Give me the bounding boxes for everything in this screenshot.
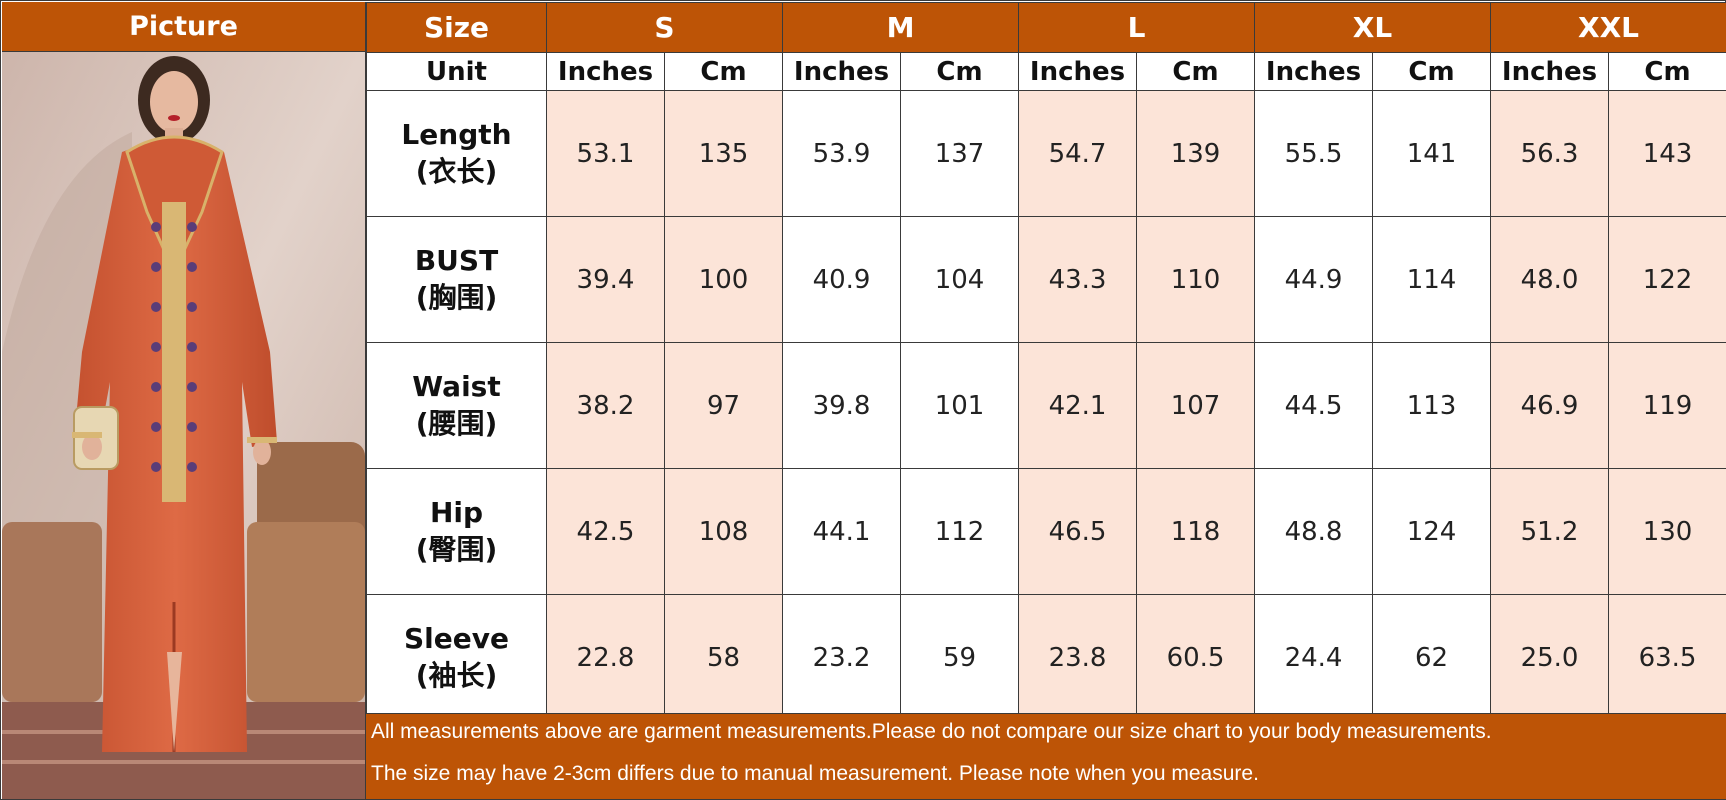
size-l-header: L	[1018, 2, 1256, 53]
row-label-cn: (胸围)	[415, 280, 498, 314]
unit-inches: Inches	[1254, 52, 1374, 91]
value-cell: 24.4	[1254, 594, 1374, 721]
value-cell: 58	[663, 594, 784, 721]
value-cell: 104	[900, 216, 1020, 343]
embellishment	[162, 202, 186, 502]
value-cell: 39.8	[782, 342, 902, 469]
value-cell: 97	[663, 342, 784, 469]
row-label-en: BUST	[414, 244, 499, 278]
value-cell: 122	[1608, 216, 1726, 343]
value-cell: 59	[900, 594, 1020, 721]
value-cell: 62	[1372, 594, 1492, 721]
value-cell: 63.5	[1608, 594, 1726, 721]
value-cell: 130	[1608, 468, 1726, 595]
value-cell: 38.2	[546, 342, 665, 469]
size-header-row: Size S M L XL XXL	[366, 2, 1726, 53]
size-xl-header: XL	[1254, 2, 1492, 53]
note-garment: All measurements above are garment measu…	[371, 720, 1492, 743]
value-cell: 112	[900, 468, 1020, 595]
value-cell: 40.9	[782, 216, 902, 343]
measurement-row-bust: BUST (胸围) 39.4 100 40.9 104 43.3 110 44.9…	[366, 216, 1726, 343]
value-cell: 48.8	[1254, 468, 1374, 595]
value-cell: 23.8	[1018, 594, 1138, 721]
row-label-cn: (衣长)	[415, 154, 498, 188]
value-cell: 22.8	[546, 594, 665, 721]
size-s-header: S	[545, 2, 784, 53]
row-label: Length (衣长)	[366, 90, 547, 217]
unit-cm: Cm	[900, 52, 1020, 91]
value-cell: 42.5	[546, 468, 665, 595]
value-cell: 51.2	[1490, 468, 1610, 595]
row-label: Sleeve (袖长)	[366, 594, 547, 721]
value-cell: 54.7	[1018, 90, 1138, 217]
value-cell: 53.9	[782, 90, 902, 217]
measurement-row-sleeve: Sleeve (袖长) 22.8 58 23.2 59 23.8 60.5 24.…	[366, 594, 1726, 721]
measurement-row-waist: Waist (腰围) 38.2 97 39.8 101 42.1 107 44.5…	[366, 342, 1726, 469]
unit-label: Unit	[366, 52, 547, 91]
size-xxl-header: XXL	[1490, 2, 1726, 53]
picture-header: Picture	[2, 2, 365, 52]
value-cell: 44.9	[1254, 216, 1374, 343]
value-cell: 55.5	[1254, 90, 1374, 217]
notes-panel: All measurements above are garment measu…	[366, 713, 1726, 799]
unit-inches: Inches	[782, 52, 902, 91]
value-cell: 110	[1136, 216, 1256, 343]
value-cell: 108	[663, 468, 784, 595]
row-label: Waist (腰围)	[366, 342, 547, 469]
value-cell: 124	[1372, 468, 1492, 595]
value-cell: 139	[1136, 90, 1256, 217]
value-cell: 143	[1608, 90, 1726, 217]
value-cell: 107	[1136, 342, 1256, 469]
unit-cm: Cm	[1136, 52, 1256, 91]
value-cell: 39.4	[546, 216, 665, 343]
measurement-row-length: Length (衣长) 53.1 135 53.9 137 54.7 139 55…	[366, 90, 1726, 217]
value-cell: 135	[663, 90, 784, 217]
unit-inches: Inches	[1018, 52, 1138, 91]
value-cell: 44.1	[782, 468, 902, 595]
row-label: BUST (胸围)	[366, 216, 547, 343]
value-cell: 56.3	[1490, 90, 1610, 217]
value-cell: 60.5	[1136, 594, 1256, 721]
size-table: Size S M L XL XXL Unit Inches Cm Inches …	[366, 2, 1726, 721]
model-face	[150, 71, 198, 133]
row-label-en: Hip	[429, 496, 484, 530]
value-cell: 100	[663, 216, 784, 343]
note-tolerance: The size may have 2-3cm differs due to m…	[371, 762, 1259, 785]
unit-cm: Cm	[663, 52, 784, 91]
value-cell: 137	[900, 90, 1020, 217]
value-cell: 23.2	[782, 594, 902, 721]
row-label-cn: (臀围)	[415, 532, 498, 566]
unit-cm: Cm	[1372, 52, 1492, 91]
row-label-en: Sleeve	[404, 622, 509, 656]
value-cell: 46.9	[1490, 342, 1610, 469]
unit-cm: Cm	[1608, 52, 1726, 91]
value-cell: 46.5	[1018, 468, 1138, 595]
row-label: Hip (臀围)	[366, 468, 547, 595]
value-cell: 25.0	[1490, 594, 1610, 721]
unit-inches: Inches	[1490, 52, 1610, 91]
value-cell: 141	[1372, 90, 1492, 217]
unit-row: Unit Inches Cm Inches Cm Inches Cm Inche…	[366, 52, 1726, 91]
value-cell: 42.1	[1018, 342, 1138, 469]
product-photo	[2, 52, 365, 799]
measurement-row-hip: Hip (臀围) 42.5 108 44.1 112 46.5 118 48.8 …	[366, 468, 1726, 595]
value-cell: 118	[1136, 468, 1256, 595]
row-label-en: Length	[401, 118, 512, 152]
value-cell: 119	[1608, 342, 1726, 469]
size-m-header: M	[782, 2, 1020, 53]
value-cell: 44.5	[1254, 342, 1374, 469]
value-cell: 43.3	[1018, 216, 1138, 343]
value-cell: 114	[1372, 216, 1492, 343]
size-header: Size	[366, 2, 547, 53]
value-cell: 53.1	[546, 90, 665, 217]
picture-column: Picture	[2, 2, 366, 799]
row-label-en: Waist	[412, 370, 501, 404]
row-label-cn: (腰围)	[415, 406, 498, 440]
value-cell: 113	[1372, 342, 1492, 469]
unit-inches: Inches	[546, 52, 665, 91]
value-cell: 101	[900, 342, 1020, 469]
value-cell: 48.0	[1490, 216, 1610, 343]
row-label-cn: (袖长)	[415, 658, 498, 692]
